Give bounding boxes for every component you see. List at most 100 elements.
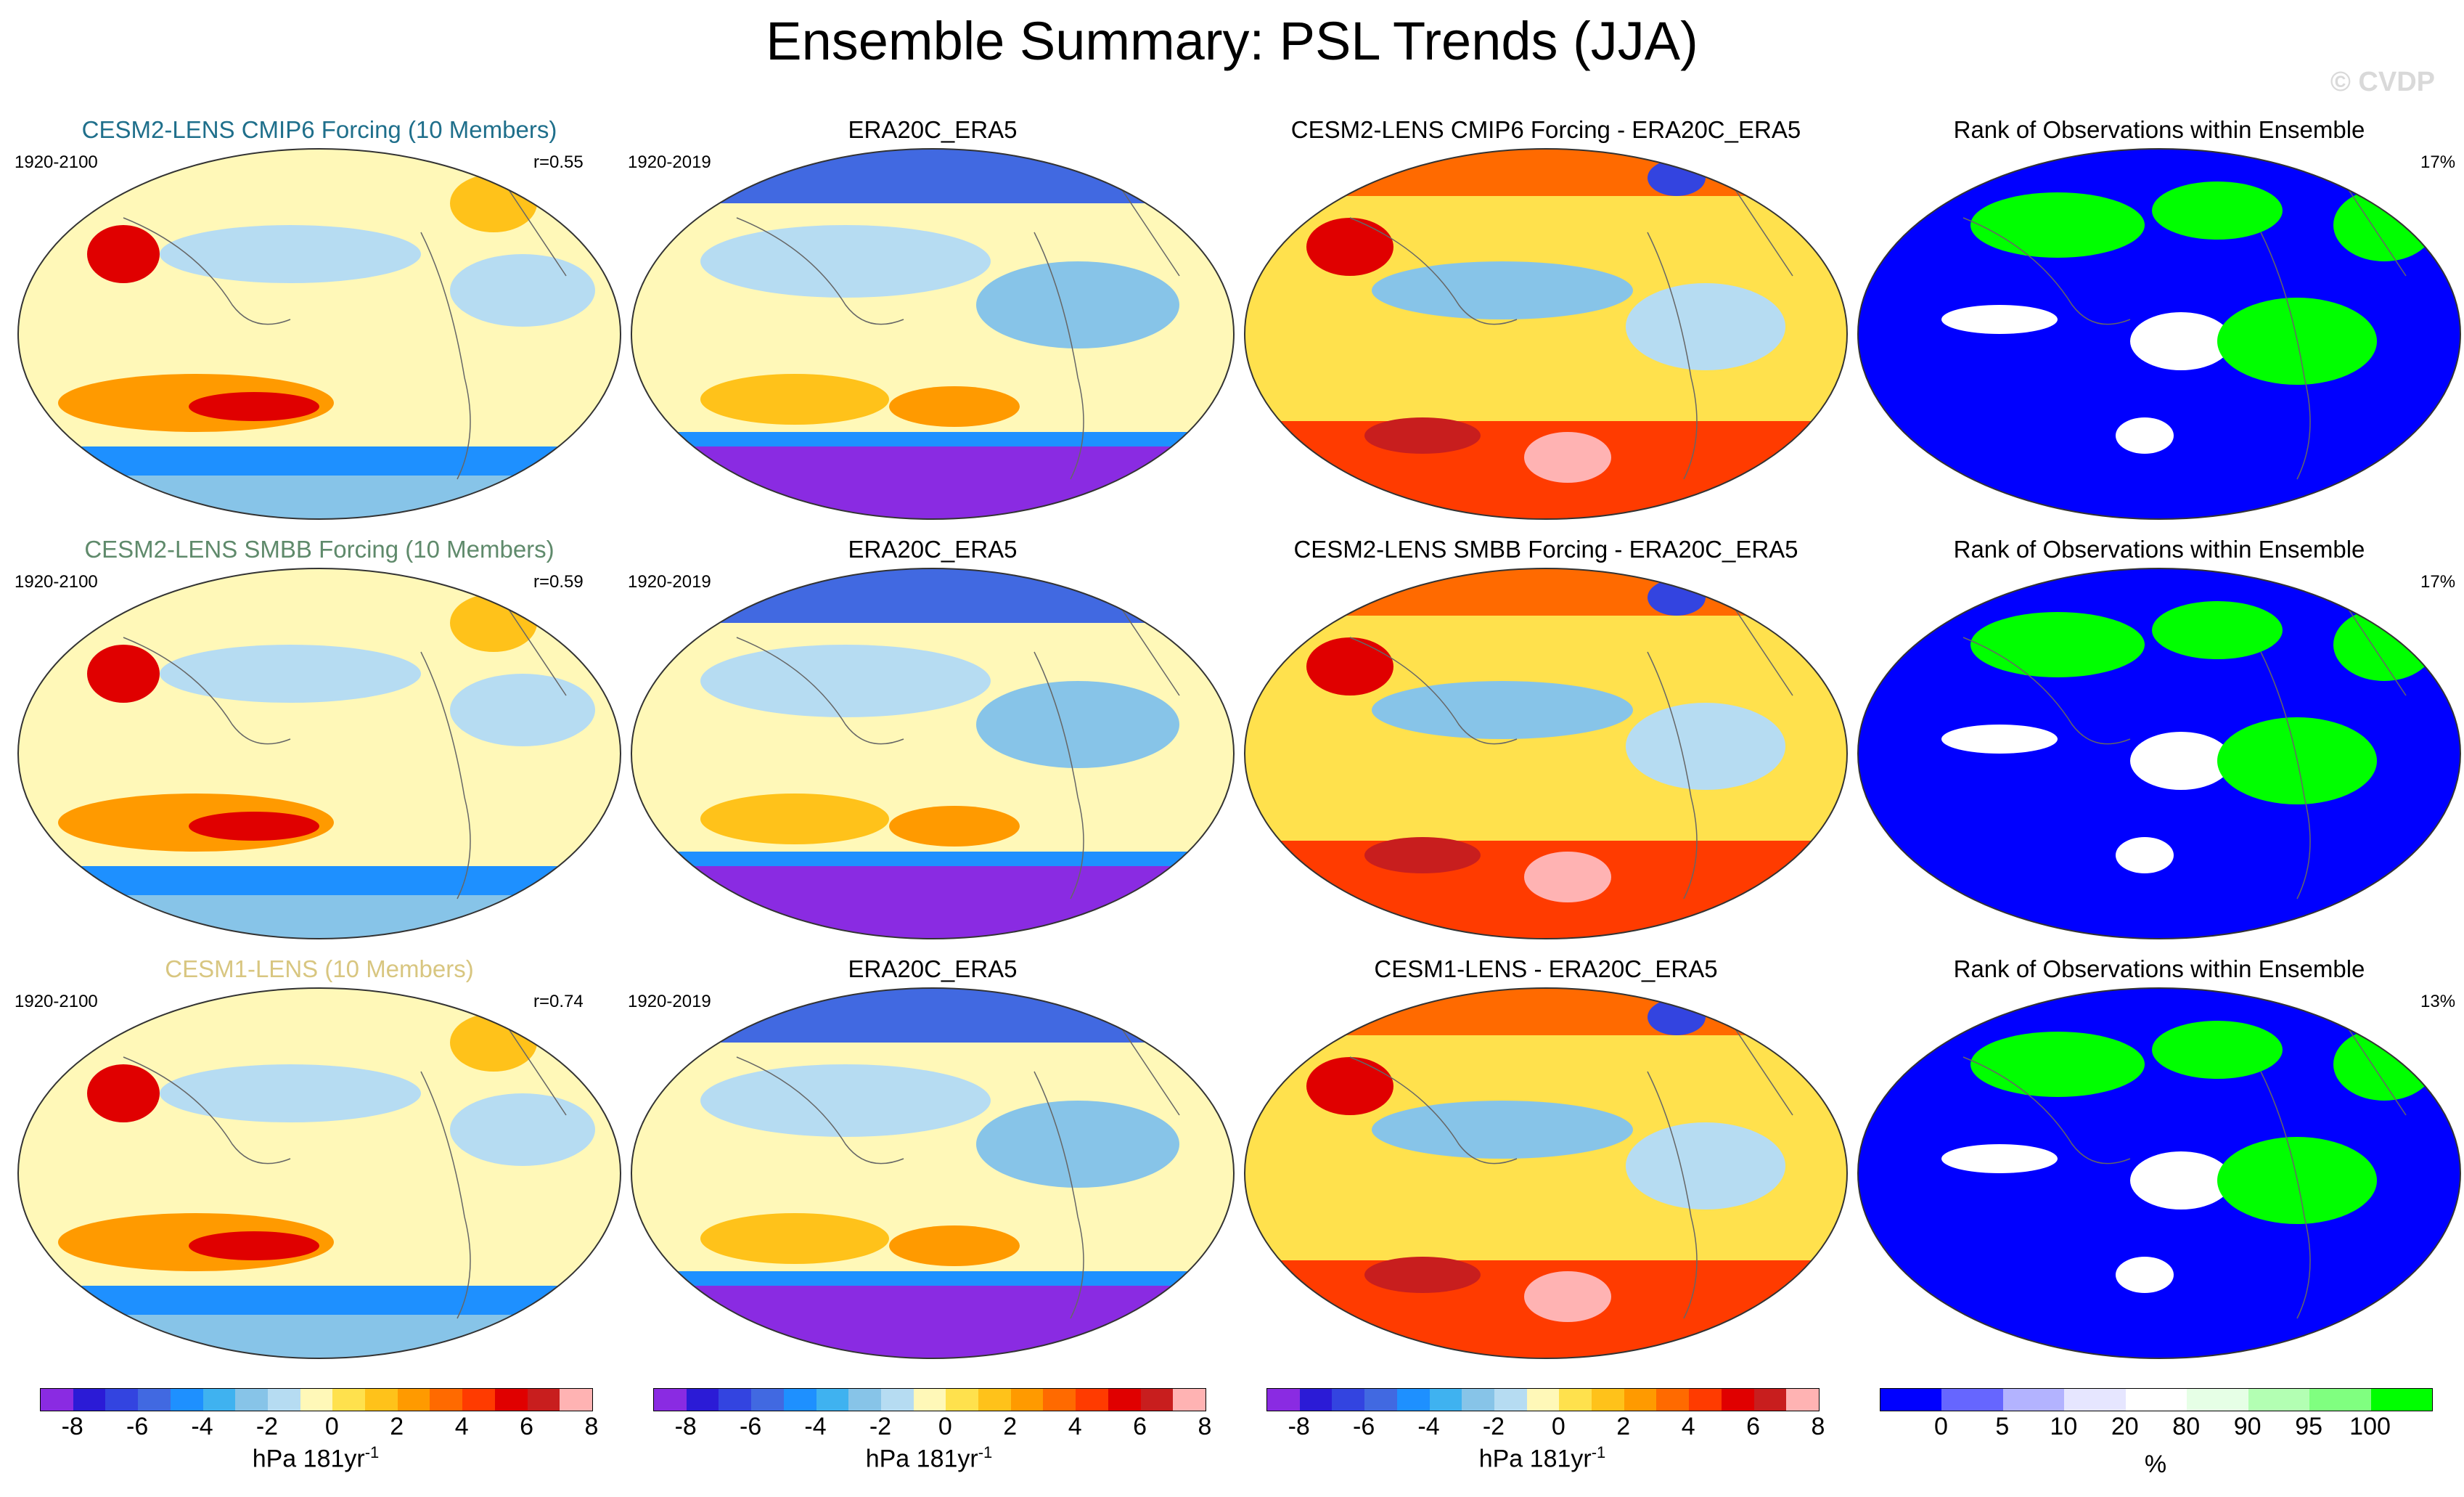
colorbar-swatch — [1299, 1389, 1333, 1411]
panel-title-obs-row1: ERA20C_ERA5 — [848, 116, 1018, 143]
colorbar-swatch — [1429, 1389, 1462, 1411]
years-label-model-row2: 1920-2100 — [15, 572, 98, 592]
colorbar-swatch — [1043, 1389, 1076, 1411]
colorbar-swatch — [170, 1389, 203, 1411]
colorbar-swatch — [300, 1389, 333, 1411]
colorbar-swatch — [365, 1389, 398, 1411]
panel-title-diff-row1: CESM2-LENS CMIP6 Forcing - ERA20C_ERA5 — [1290, 116, 1801, 143]
colorbar-unit-diff: hPa 181yr-1 — [1478, 1443, 1606, 1473]
colorbar-tick-label: 8 — [1198, 1413, 1212, 1440]
colorbar-swatch — [1526, 1389, 1560, 1411]
colorbar-swatch — [1462, 1389, 1494, 1411]
colorbar-swatch — [1786, 1389, 1819, 1411]
map-model-row3 — [15, 984, 624, 1362]
figure-title: Ensemble Summary: PSL Trends (JJA) — [766, 11, 1698, 71]
colorbar-swatch — [105, 1389, 139, 1411]
map-obs-row2 — [628, 565, 1237, 942]
colorbar-swatch — [2370, 1389, 2432, 1411]
colorbar-tick-label: 90 — [2233, 1413, 2262, 1440]
years-label-obs-row1: 1920-2019 — [628, 152, 711, 172]
colorbar-tick-label: 8 — [1811, 1413, 1825, 1440]
colorbar-tick-label: -8 — [61, 1413, 83, 1440]
colorbar-swatch — [1689, 1389, 1722, 1411]
map-obs-row3 — [628, 984, 1237, 1362]
colorbar-swatch — [235, 1389, 268, 1411]
colorbar-tick-label: -8 — [1288, 1413, 1310, 1440]
colorbar-swatch — [41, 1389, 73, 1411]
map-diff-row1 — [1241, 145, 1851, 523]
colorbar-tick-label: 4 — [1681, 1413, 1695, 1440]
colorbar-swatch — [1721, 1389, 1754, 1411]
colorbar-swatch — [1559, 1389, 1592, 1411]
colorbar-swatch — [1364, 1389, 1397, 1411]
colorbar-swatch — [1396, 1389, 1430, 1411]
years-label-model-row3: 1920-2100 — [15, 992, 98, 1011]
colorbar-tick-label: 4 — [454, 1413, 469, 1440]
colorbar-tick-label: 2 — [1616, 1413, 1631, 1440]
colorbar-swatch — [1173, 1389, 1206, 1411]
colorbar-tick-label: -8 — [674, 1413, 697, 1440]
colorbar-swatch — [1494, 1389, 1527, 1411]
colorbar-unit-model: hPa 181yr-1 — [252, 1443, 380, 1473]
panel-title-rank-row2: Rank of Observations within Ensemble — [1953, 536, 2365, 563]
correlation-label-row3: r=0.74 — [533, 992, 584, 1011]
colorbar-tick-label: -4 — [191, 1413, 213, 1440]
colorbar-tick-label: 0 — [938, 1413, 952, 1440]
colorbar-swatch — [946, 1389, 979, 1411]
colorbar-tick-label: 2 — [1003, 1413, 1018, 1440]
colorbar-swatch — [751, 1389, 784, 1411]
colorbar-swatch — [2187, 1389, 2248, 1411]
colorbar-swatch — [494, 1389, 528, 1411]
panel-title-model-row2: CESM2-LENS SMBB Forcing (10 Members) — [84, 536, 554, 563]
colorbar-swatch — [430, 1389, 463, 1411]
colorbar-swatch — [1140, 1389, 1174, 1411]
colorbar-tick-label: -6 — [739, 1413, 762, 1440]
colorbar-tick-label: -6 — [1352, 1413, 1375, 1440]
years-label-obs-row2: 1920-2019 — [628, 572, 711, 592]
colorbar-swatch — [880, 1389, 914, 1411]
colorbar-swatch — [462, 1389, 495, 1411]
map-rank-row3 — [1854, 984, 2464, 1362]
colorbar-swatch — [719, 1389, 752, 1411]
colorbar-swatch — [1332, 1389, 1365, 1411]
colorbar-tick-label: -4 — [804, 1413, 827, 1440]
colorbar-swatch — [1624, 1389, 1657, 1411]
panel-title-obs-row3: ERA20C_ERA5 — [848, 955, 1018, 982]
colorbar-swatch — [202, 1389, 236, 1411]
colorbar-swatch — [527, 1389, 560, 1411]
map-obs-row1 — [628, 145, 1237, 523]
colorbar-swatch — [2064, 1389, 2126, 1411]
colorbar-tick-label: 6 — [1133, 1413, 1147, 1440]
colorbar-swatch — [2248, 1389, 2310, 1411]
copyright-watermark: © CVDP — [2330, 67, 2435, 97]
colorbar-swatch — [1010, 1389, 1044, 1411]
rank-percent-row2: 17% — [2420, 572, 2456, 592]
colorbar-swatch — [1941, 1389, 2003, 1411]
map-model-row1 — [15, 145, 624, 523]
colorbar-swatch — [1076, 1389, 1108, 1411]
colorbar-tick-label: -4 — [1417, 1413, 1440, 1440]
colorbar-tick-label: 0 — [324, 1413, 339, 1440]
rank-percent-row3: 13% — [2420, 992, 2456, 1011]
panel-title-diff-row3: CESM1-LENS - ERA20C_ERA5 — [1374, 955, 1718, 982]
panel-title-model-row3: CESM1-LENS (10 Members) — [165, 955, 474, 982]
map-rank-row1 — [1854, 145, 2464, 523]
colorbar-unit-rank: % — [2144, 1451, 2167, 1478]
colorbar-tick-label: 6 — [520, 1413, 534, 1440]
colorbar-swatch — [978, 1389, 1011, 1411]
colorbar-tick-label: 4 — [1068, 1413, 1082, 1440]
colorbar-tick-label: -2 — [1482, 1413, 1505, 1440]
colorbar-swatch — [816, 1389, 849, 1411]
colorbar-swatch — [686, 1389, 719, 1411]
panel-title-obs-row2: ERA20C_ERA5 — [848, 536, 1018, 563]
map-diff-row3 — [1241, 984, 1851, 1362]
colorbar-swatch — [913, 1389, 946, 1411]
panel-title-rank-row3: Rank of Observations within Ensemble — [1953, 955, 2365, 982]
colorbar-swatch — [2309, 1389, 2371, 1411]
colorbar-tick-label: 20 — [2111, 1413, 2139, 1440]
colorbar-swatch — [332, 1389, 366, 1411]
colorbar-swatch — [1880, 1389, 1942, 1411]
map-diff-row2 — [1241, 565, 1851, 942]
colorbar-swatch — [848, 1389, 881, 1411]
colorbar-tick-label: 2 — [390, 1413, 404, 1440]
